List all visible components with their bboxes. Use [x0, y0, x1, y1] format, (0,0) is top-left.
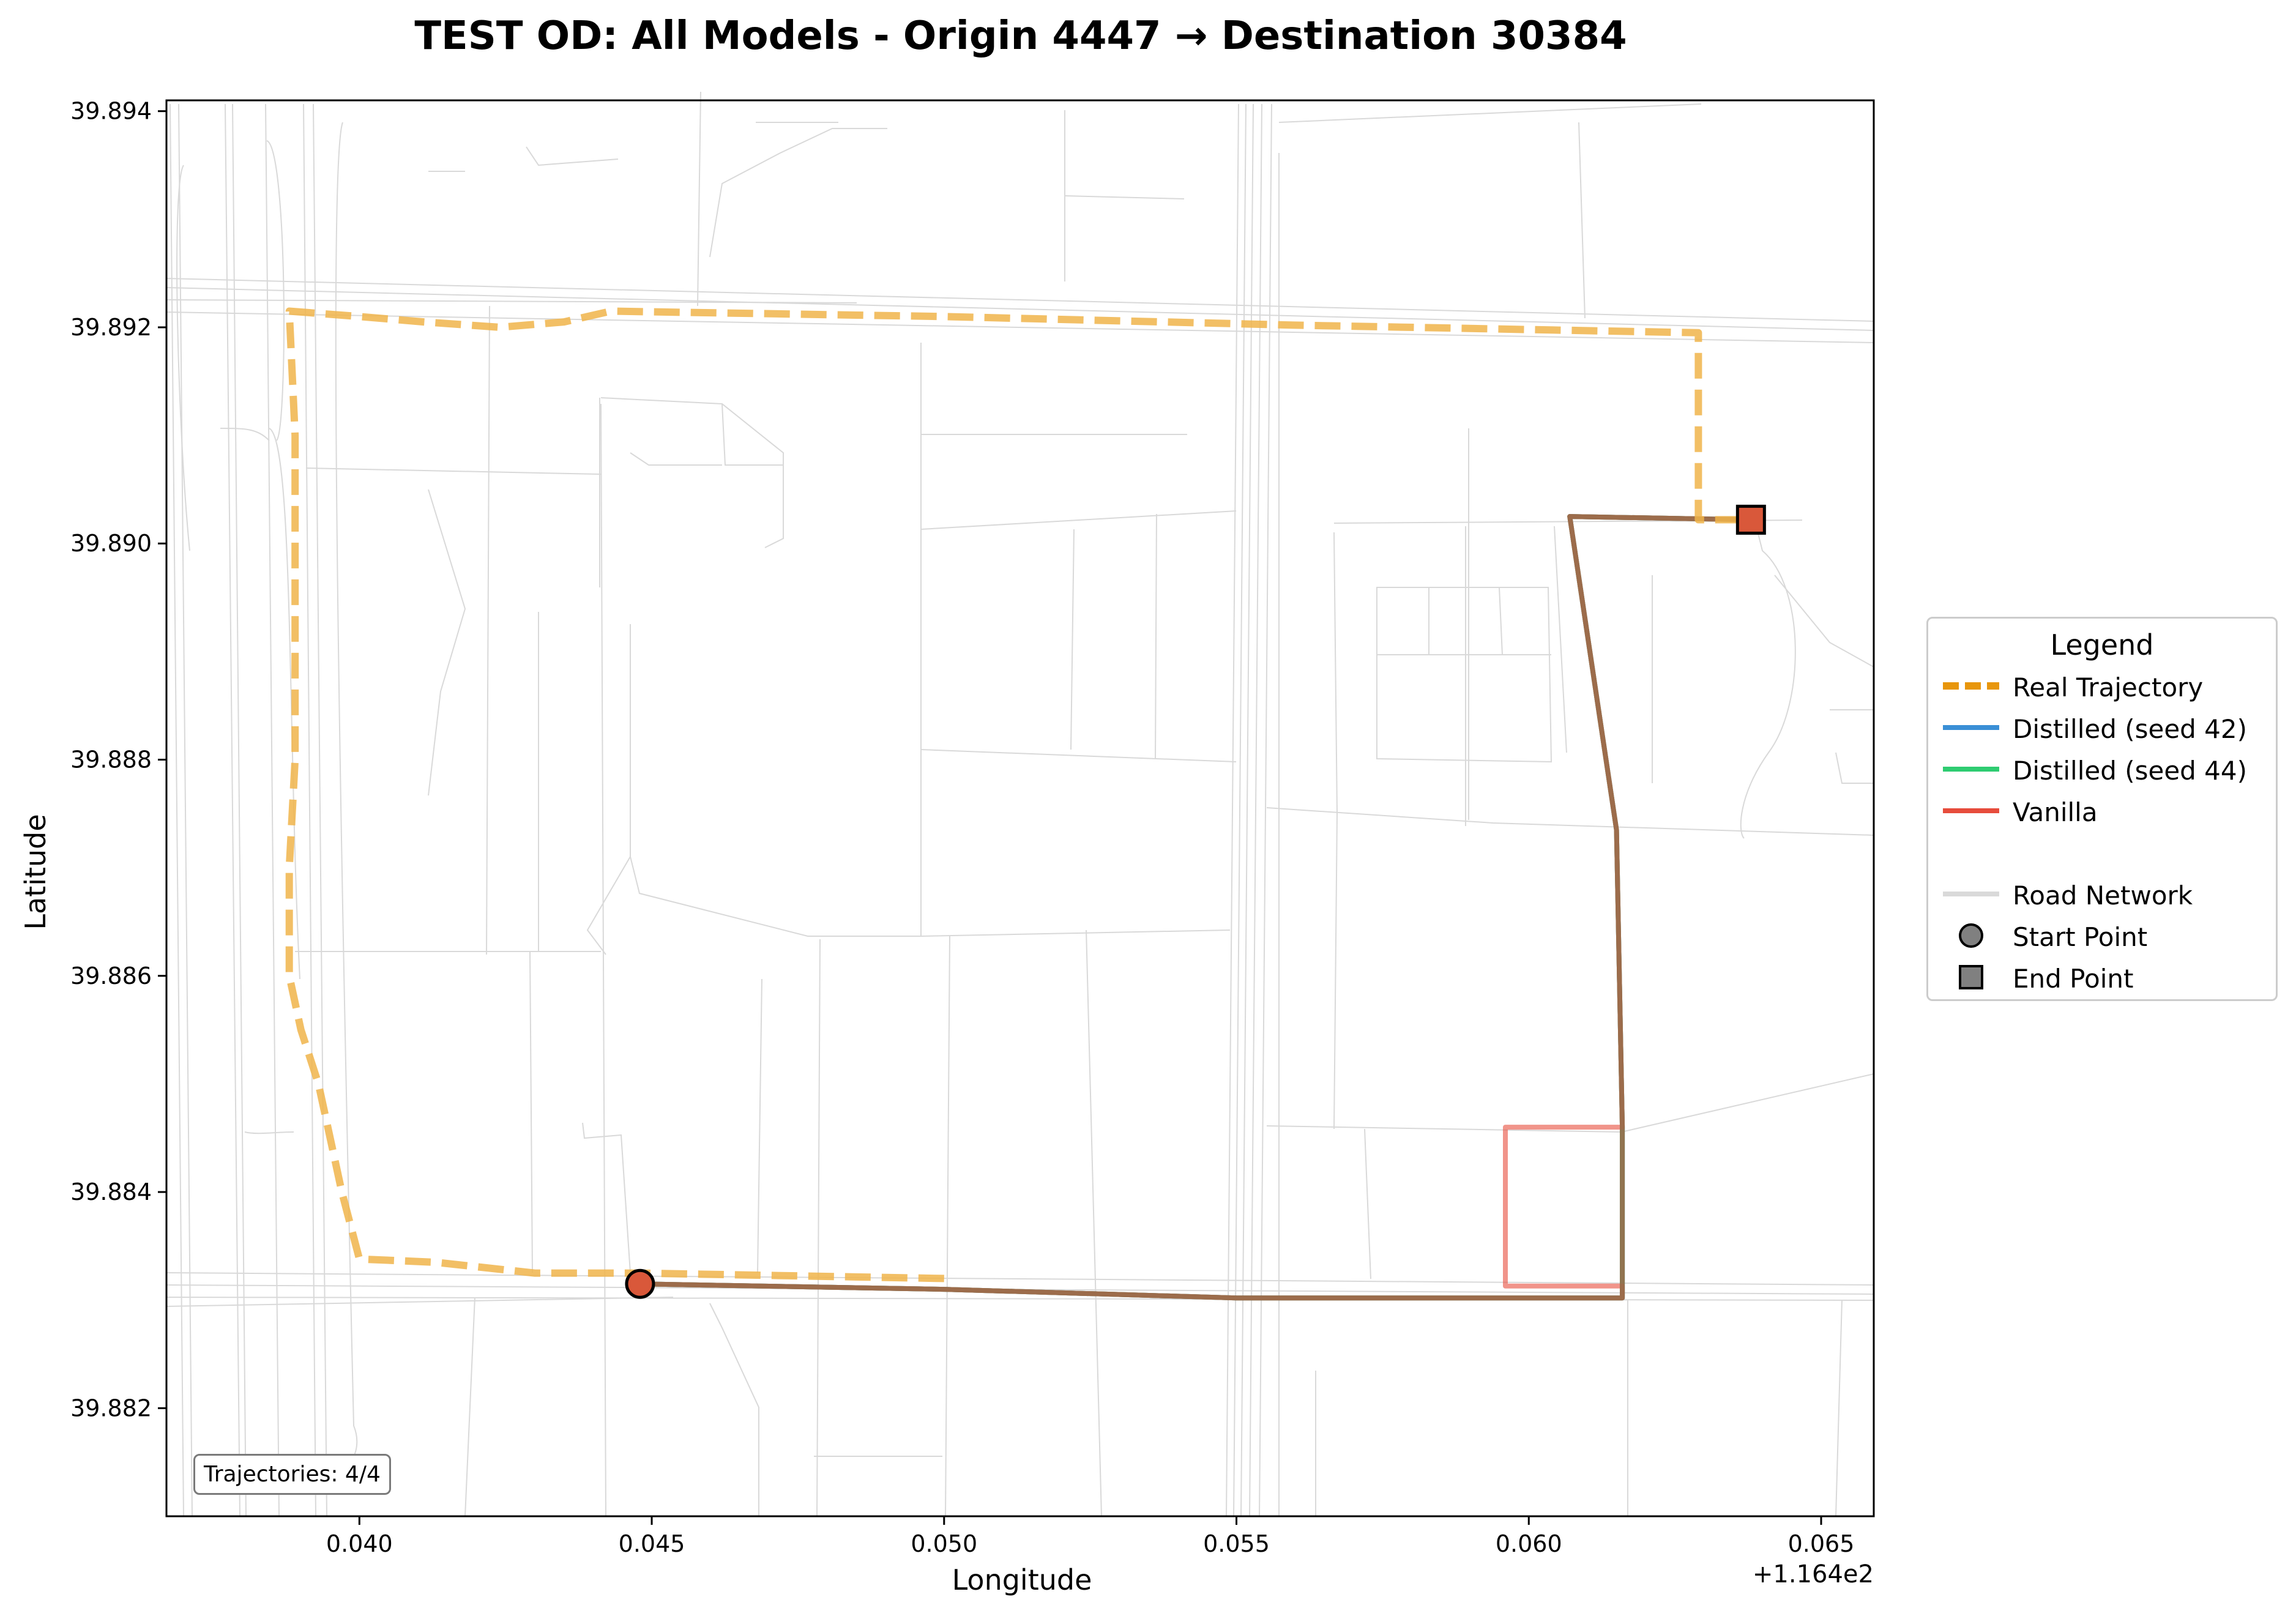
y-tick-label: 39.892 [70, 314, 152, 341]
legend-swatch [1943, 725, 1999, 730]
trajectory-count-badge: Trajectories: 4/4 [193, 1454, 391, 1495]
legend-item[interactable]: Road Network [1928, 876, 2276, 912]
x-tick-label: 0.050 [911, 1530, 977, 1557]
y-tick-label: 39.888 [70, 747, 152, 773]
real-trajectory-path [285, 307, 1751, 1283]
legend-swatch [1943, 767, 1999, 772]
legend-swatch [1959, 923, 1983, 948]
legend-item[interactable]: Distilled (seed 42) [1928, 709, 2276, 746]
y-tick-label: 39.884 [70, 1178, 152, 1205]
legend-swatch [1943, 682, 1999, 690]
legend-item[interactable]: End Point [1928, 959, 2276, 996]
legend-label: Start Point [2013, 922, 2148, 952]
legend-item[interactable]: Distilled (seed 44) [1928, 751, 2276, 788]
y-tick-label: 39.894 [70, 98, 152, 125]
legend-label: Road Network [2013, 881, 2193, 910]
x-tick-label: 0.060 [1496, 1530, 1562, 1557]
legend-label: Vanilla [2013, 797, 2098, 827]
x-axis-label: Longitude [952, 1563, 1092, 1596]
map-title: TEST OD: All Models - Origin 4447 → Dest… [414, 13, 1627, 59]
axis-ticks: 0.040 0.045 0.050 0.055 0.060 0.065 39.894 39.8… [70, 98, 1854, 1557]
markers [625, 504, 1766, 1299]
plot-background [166, 100, 1874, 1516]
legend-title: Legend [2050, 628, 2154, 661]
x-tick-label: 0.055 [1203, 1530, 1270, 1557]
legend-item[interactable]: Start Point [1928, 917, 2276, 954]
legend-label: End Point [2013, 964, 2134, 994]
real-trajectory [285, 307, 1751, 1283]
model-path-3 [639, 514, 1751, 1301]
legend-item[interactable]: Vanilla [1928, 792, 2276, 829]
legend-box: Legend Real Trajectory Distilled (seed 42… [1926, 617, 2278, 1001]
y-tick-label: 39.882 [70, 1394, 152, 1421]
start-point-marker[interactable] [625, 1268, 655, 1299]
plot-frame [165, 99, 1875, 1517]
y-tick-label: 39.890 [70, 530, 152, 557]
legend-swatch [1943, 892, 1999, 896]
legend-label: Real Trajectory [2013, 672, 2204, 702]
legend-label: Distilled (seed 42) [2013, 714, 2248, 744]
x-axis-offset: +1.164e2 [1752, 1560, 1874, 1588]
legend-item[interactable]: Real Trajectory [1928, 668, 2276, 704]
legend-swatch [1959, 965, 1983, 989]
legend-swatch [1943, 808, 1999, 813]
end-point-marker[interactable] [1735, 504, 1766, 535]
y-axis-label: Latitude [19, 814, 52, 930]
x-tick-label: 0.045 [619, 1530, 685, 1557]
y-tick-label: 39.886 [70, 963, 152, 989]
model-paths [639, 514, 1751, 1301]
x-tick-label: 0.065 [1788, 1530, 1855, 1557]
legend-label: Distilled (seed 44) [2013, 756, 2248, 786]
x-tick-label: 0.040 [326, 1530, 393, 1557]
